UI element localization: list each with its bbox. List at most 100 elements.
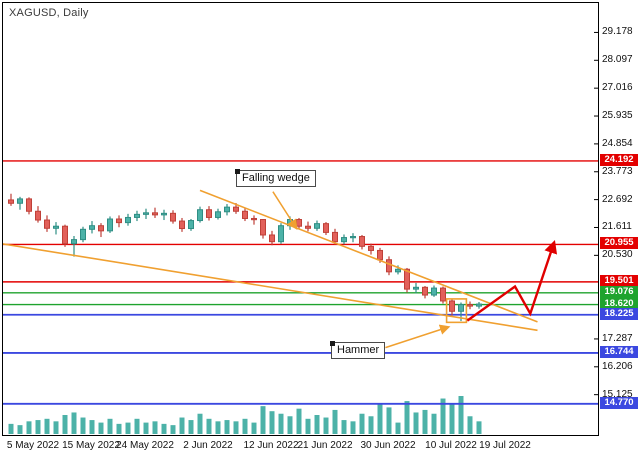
candle (62, 225, 68, 245)
volume-bar (161, 423, 167, 434)
time-label: 2 Jun 2022 (183, 440, 233, 451)
volume-bar (206, 418, 212, 434)
volume-bar (314, 415, 320, 434)
volume-bar (197, 413, 203, 434)
price-badge: 14.770 (600, 397, 638, 409)
falling-wedge-label[interactable]: Falling wedge (235, 169, 316, 187)
volume-bar (278, 413, 284, 434)
price-badge: 24.192 (600, 154, 638, 166)
volume-bar (440, 398, 446, 434)
volume-bar (80, 417, 86, 434)
volume-layer (8, 396, 482, 434)
candle (98, 225, 104, 232)
price-badge: 19.076 (600, 286, 638, 298)
time-axis[interactable]: 5 May 2022 15 May 2022 24 May 2022 2 Jun 20… (2, 438, 638, 454)
volume-bar (179, 417, 185, 434)
falling-wedge-pointer[interactable] (272, 191, 298, 231)
volume-bar (350, 421, 356, 434)
volume-bar (359, 413, 365, 434)
candle (467, 304, 473, 307)
volume-bar (26, 421, 32, 434)
candle (359, 236, 365, 247)
candle (341, 237, 347, 243)
volume-bar (152, 421, 158, 434)
time-label: 19 Jul 2022 (479, 440, 531, 451)
candle (53, 225, 59, 229)
volume-bar (107, 418, 113, 434)
volume-bar (476, 421, 482, 434)
candle (116, 218, 122, 224)
volume-bar (467, 416, 473, 434)
candle (35, 210, 41, 221)
falling-wedge-upper[interactable] (199, 189, 538, 323)
volume-bar (89, 420, 95, 434)
candle (215, 211, 221, 218)
time-label: 10 Jul 2022 (425, 440, 477, 451)
candle (224, 206, 230, 213)
candle (422, 286, 428, 296)
price-label: 21.611 (602, 221, 632, 232)
volume-bar (143, 422, 149, 434)
volume-bar (35, 420, 41, 434)
price-badge: 19.501 (600, 275, 638, 287)
time-label: 24 May 2022 (116, 440, 174, 451)
candle (332, 231, 338, 243)
candle (233, 206, 239, 212)
time-label: 21 Jun 2022 (297, 440, 353, 451)
horizontal-lines-layer (3, 31, 598, 405)
volume-bar (62, 415, 68, 434)
volume-bar (188, 420, 194, 434)
candle (188, 220, 194, 230)
candle (269, 234, 275, 243)
volume-bar (341, 420, 347, 434)
volume-bar (395, 422, 401, 434)
time-label: 5 May 2022 (6, 440, 60, 451)
hammer-pointer[interactable] (385, 324, 451, 349)
volume-bar (404, 401, 410, 434)
time-label: 15 May 2022 (62, 440, 120, 451)
candle (251, 217, 257, 221)
price-label: 24.854 (602, 138, 633, 149)
volume-bar (287, 416, 293, 434)
candle (80, 228, 86, 241)
time-label: 12 Jun 2022 (243, 440, 299, 451)
candle (476, 303, 482, 307)
price-label: 27.016 (602, 82, 633, 93)
volume-bar (242, 418, 248, 434)
volume-bar (134, 418, 140, 434)
volume-bar (305, 418, 311, 434)
candle (413, 286, 419, 290)
projection-arrow[interactable] (466, 239, 558, 322)
volume-bar (269, 411, 275, 434)
volume-bar (224, 420, 230, 434)
price-badge: 16.744 (600, 346, 638, 358)
price-label: 16.206 (602, 361, 633, 372)
chart-canvas[interactable] (3, 3, 598, 435)
annotations-layer[interactable] (3, 189, 558, 349)
candle (449, 300, 455, 312)
symbol-timeframe-label: XAGUSD, Daily (9, 7, 89, 19)
candle (404, 268, 410, 290)
hammer-label[interactable]: Hammer (329, 341, 386, 359)
hammer-highlight-box[interactable] (445, 298, 468, 324)
volume-bar (125, 422, 131, 434)
candle (161, 212, 167, 216)
candles-layer (8, 193, 482, 322)
volume-bar (422, 409, 428, 434)
candle (440, 287, 446, 302)
volume-bar (8, 423, 14, 434)
volume-bar (215, 421, 221, 434)
price-label: 17.287 (602, 333, 633, 344)
candle (395, 268, 401, 273)
falling-wedge-lower[interactable] (3, 243, 538, 332)
candle (350, 236, 356, 239)
candle (8, 199, 14, 204)
volume-bar (296, 408, 302, 434)
price-badge: 18.620 (600, 298, 638, 310)
candle (431, 287, 437, 296)
chart-area[interactable]: XAGUSD, Daily Falling wedge Hammer (2, 2, 599, 436)
volume-bar (323, 417, 329, 434)
price-axis[interactable]: 24.192 20.955 19.501 19.076 18.620 18.225 16.7… (600, 2, 640, 440)
candle (314, 223, 320, 229)
price-label: 28.097 (602, 54, 633, 65)
